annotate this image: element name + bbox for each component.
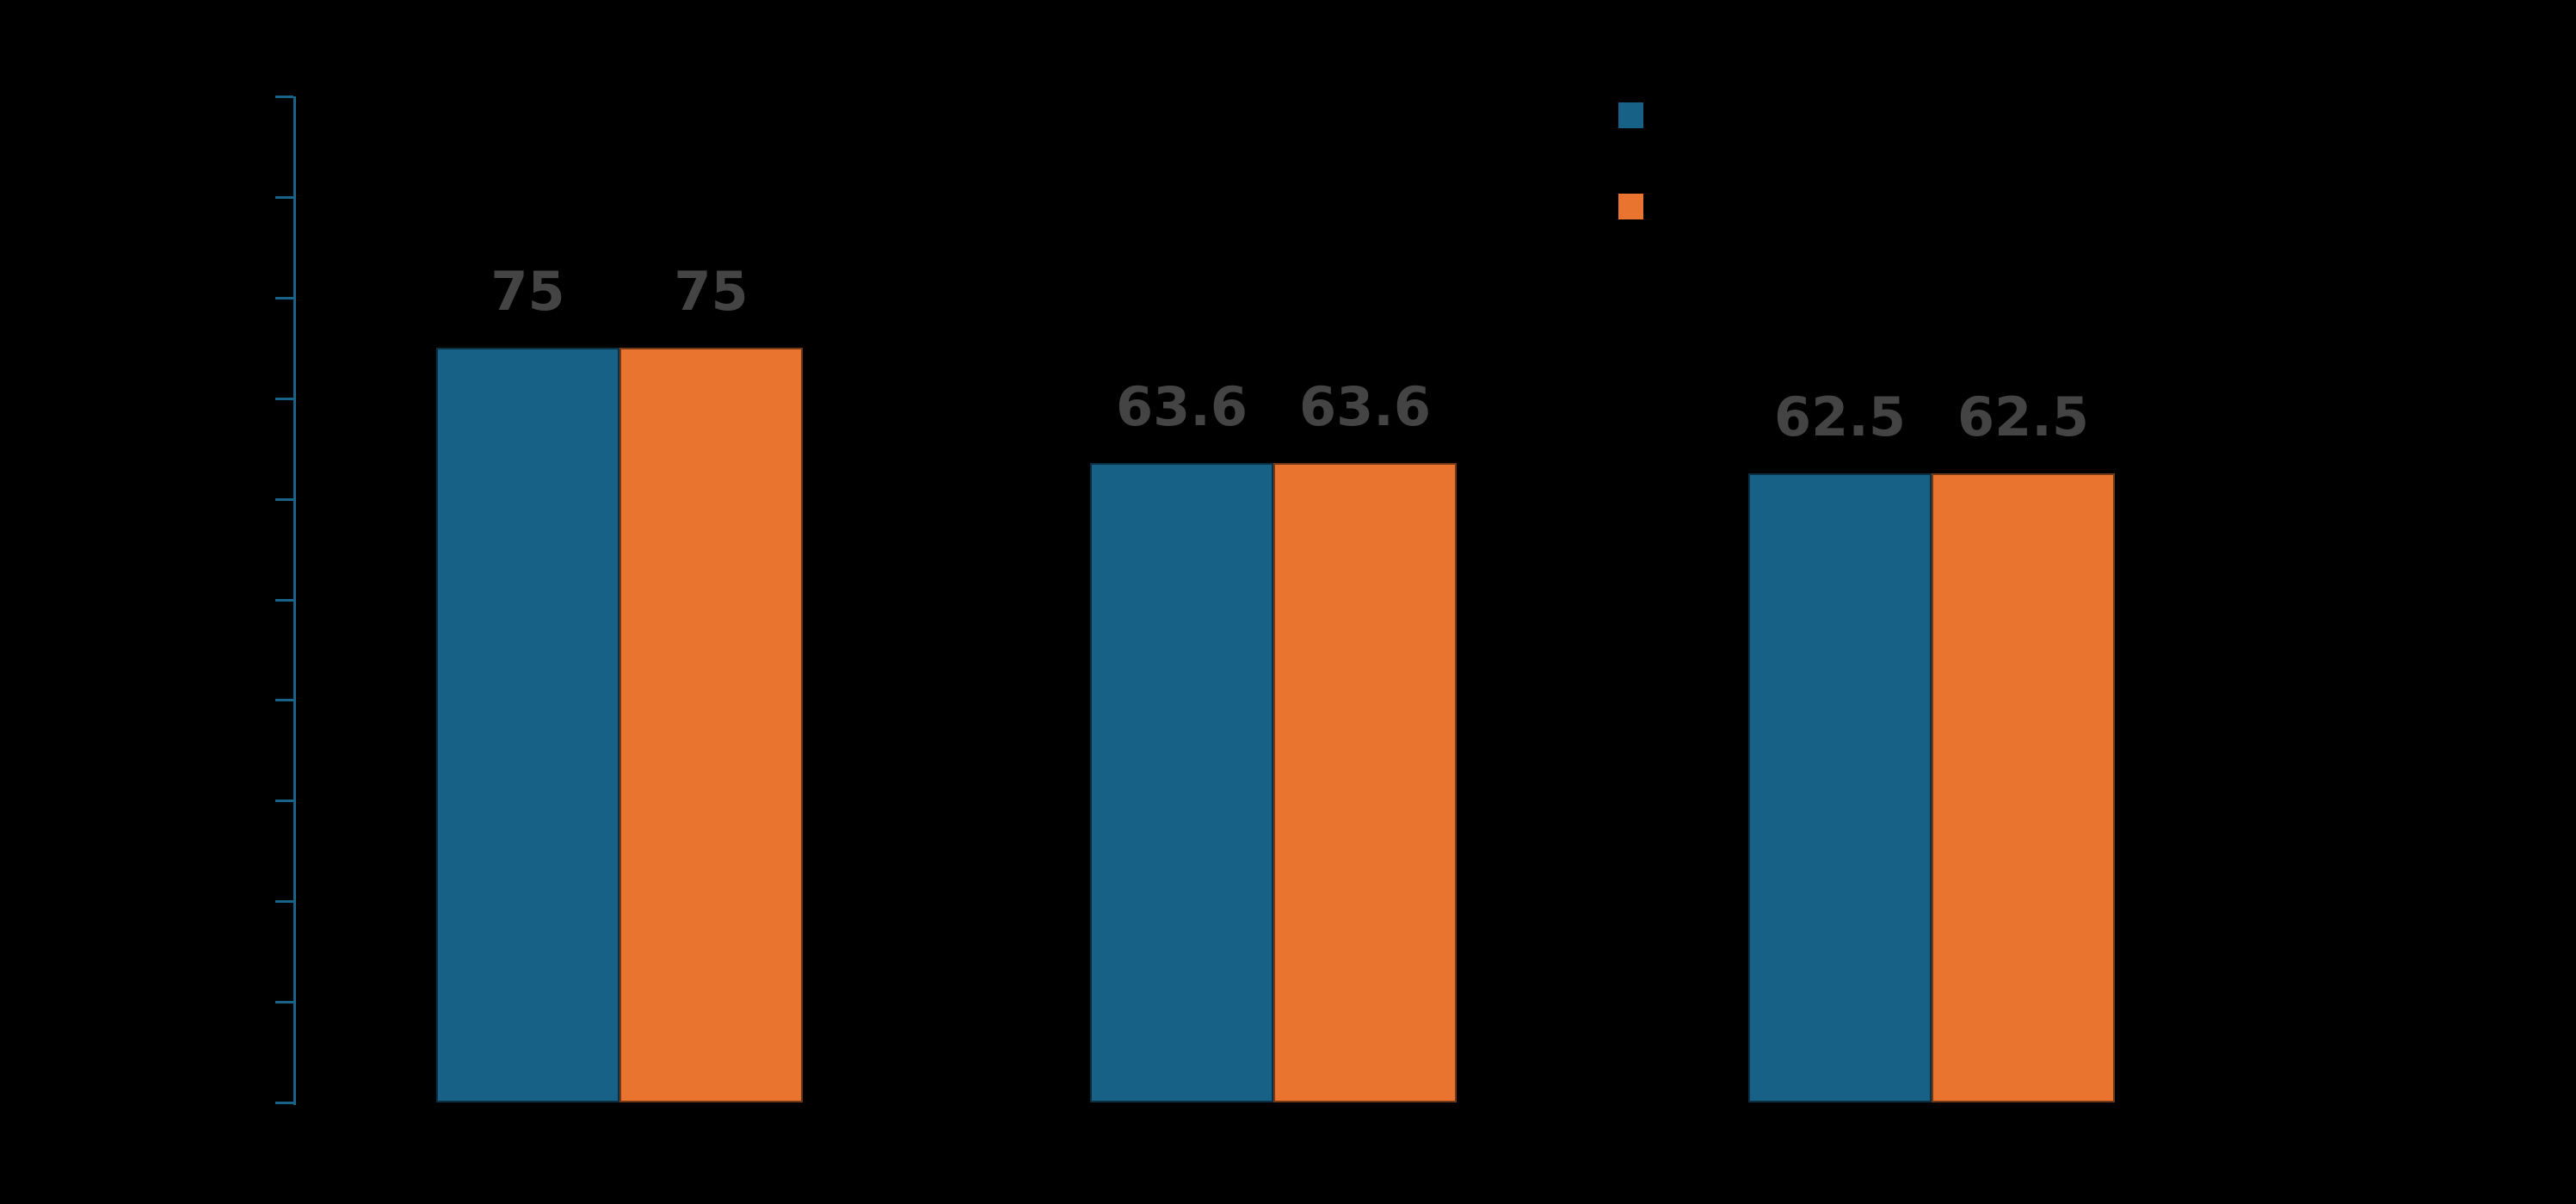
bar-value-label: 75 [674,260,749,324]
bar-value-label: 62.5 [1957,386,2089,449]
y-axis-tick [275,497,293,501]
y-axis-tick [275,296,293,299]
bar-group3-series2 [1932,473,2115,1102]
legend-swatch-orange [1618,194,1643,219]
bar-value-label: 75 [490,260,565,324]
y-axis-tick [275,699,293,702]
y-axis-tick [275,397,293,400]
y-axis-tick [275,598,293,602]
bar-group3-series1 [1748,473,1932,1102]
bar-group2-series1 [1090,462,1273,1102]
bar-value-label: 63.6 [1116,374,1248,438]
bar-value-label: 62.5 [1774,386,1906,449]
y-axis-tick [275,1102,293,1104]
y-axis-line [293,96,296,1105]
y-axis-tick [275,900,293,904]
bar-value-label: 63.6 [1299,374,1431,438]
y-axis-tick [275,195,293,199]
y-axis-tick [275,96,293,98]
legend-swatch-blue [1618,102,1643,128]
y-axis-tick [275,800,293,803]
bar-group1-series1 [436,348,619,1102]
bar-group2-series2 [1273,462,1457,1102]
bar-group1-series2 [619,348,803,1102]
y-axis-tick [275,1001,293,1004]
